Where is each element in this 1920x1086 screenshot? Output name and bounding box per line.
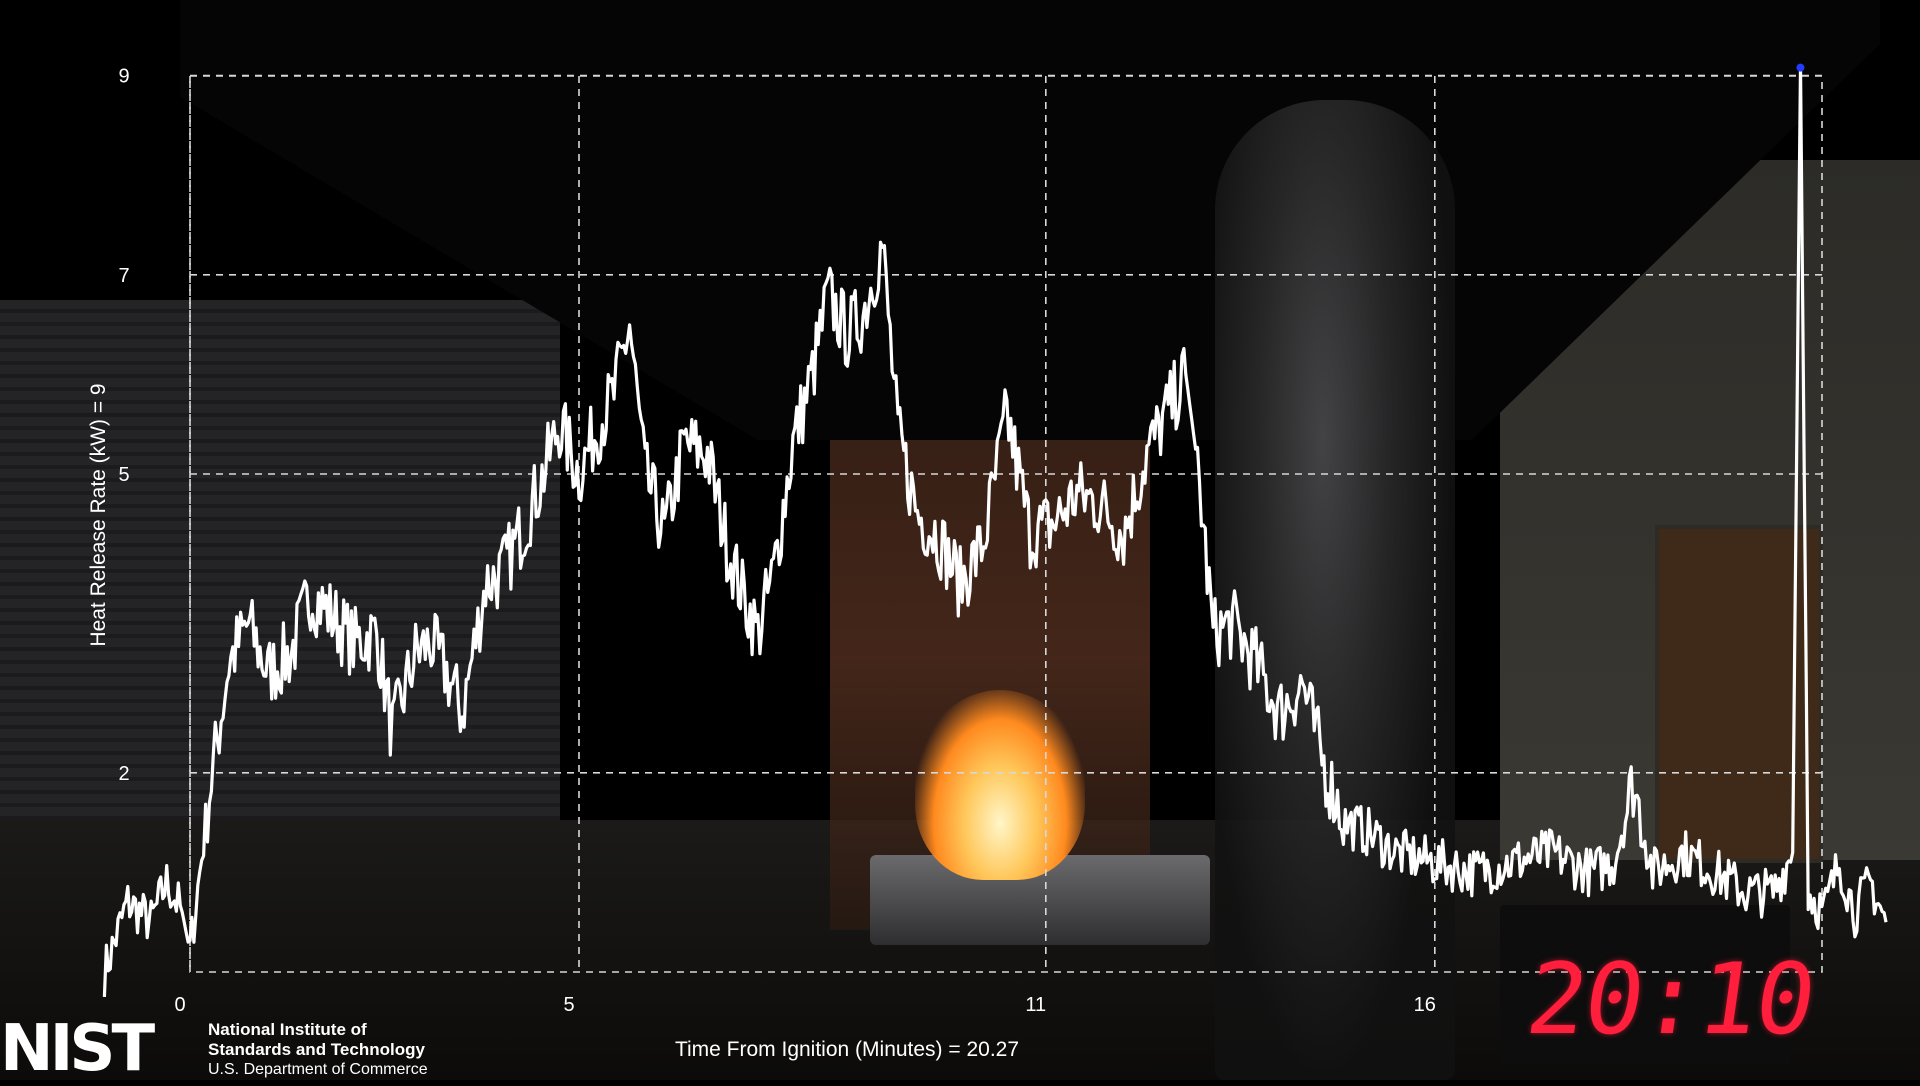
heat-release-line [102,63,1888,997]
logo-text-line1: National Institute of [208,1020,367,1039]
y-tick-label: 9 [118,66,129,88]
digital-timer: 20:10 [1519,943,1822,1057]
person-silhouette [1215,100,1455,1080]
flame [915,690,1085,880]
y-tick-label: 5 [118,464,129,486]
y-tick-label: 7 [118,265,129,287]
clock-housing [1500,905,1790,1065]
nist-logo-mark: NIST [0,1012,155,1086]
x-tick-label: 0 [174,994,185,1016]
x-tick-labels: 0 5 11 16 [174,994,1435,1016]
logo-text-line2: Standards and Technology [208,1040,425,1059]
current-point-marker [1796,63,1805,72]
logo-text-line3: U.S. Department of Commerce [208,1061,428,1078]
y-tick-labels: 2 5 7 9 [118,66,129,785]
x-tick-label: 5 [563,994,574,1016]
nist-logo: NIST National Institute of Standards and… [0,1012,440,1086]
x-tick-label: 11 [1025,994,1046,1016]
grid-frame [189,75,1823,973]
x-tick-label: 16 [1414,994,1436,1016]
y-axis-label: Heat Release Rate (kW) = 9 [87,383,110,646]
chart-grid [189,74,1823,973]
corrugated-wall [0,300,560,820]
chart-series [102,63,1888,997]
y-tick-label: 2 [118,763,129,785]
x-axis-label: Time From Ignition (Minutes) = 20.27 [675,1038,1019,1061]
